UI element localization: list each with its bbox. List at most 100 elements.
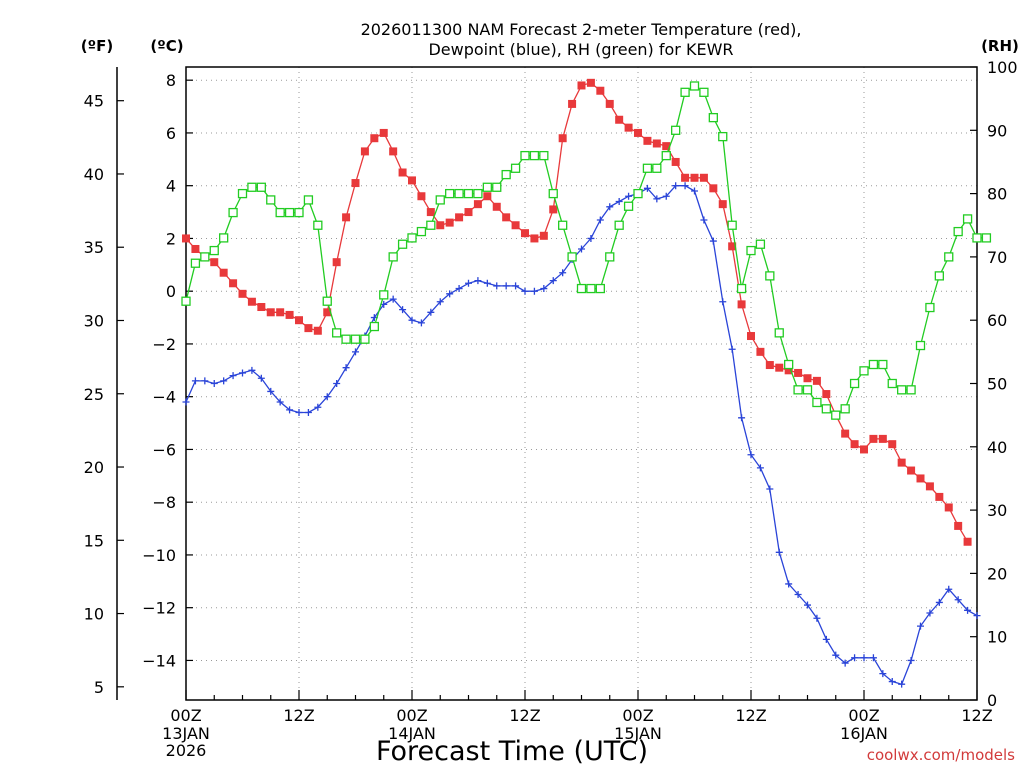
rh-point xyxy=(237,188,248,199)
temperature-point xyxy=(860,445,868,454)
rh-point xyxy=(718,131,728,142)
rh-point xyxy=(558,220,568,230)
temperature-point xyxy=(530,234,539,243)
temperature-point xyxy=(276,308,285,317)
dewpoint-point xyxy=(662,192,670,200)
rh-point xyxy=(332,328,342,338)
temperature-point xyxy=(473,200,482,209)
rh-point xyxy=(256,182,266,192)
dewpoint-point xyxy=(813,614,821,622)
rh-point xyxy=(859,366,869,376)
dewpoint-point xyxy=(700,216,708,224)
temperature-point xyxy=(671,157,680,166)
dewpoint-point xyxy=(643,184,651,192)
temperature-point xyxy=(605,99,614,108)
temperature-point xyxy=(558,134,567,143)
rh-point xyxy=(736,283,747,294)
dewpoint-point xyxy=(436,298,444,306)
dewpoint-point xyxy=(502,282,510,290)
fahrenheit-tick-label: 5 xyxy=(94,678,104,697)
rh-point xyxy=(473,188,483,199)
temperature-point xyxy=(210,258,219,267)
x-date-label: 16JAN xyxy=(840,724,888,743)
x-tick-label: 12Z xyxy=(961,706,992,725)
dewpoint-point xyxy=(295,409,303,417)
dewpoint-point xyxy=(681,182,689,190)
rh-point xyxy=(576,283,587,294)
rh-point xyxy=(652,163,662,173)
rh-point xyxy=(445,188,455,199)
temperature-point xyxy=(238,289,247,298)
rh-tick-label: 70 xyxy=(987,248,1007,267)
temperature-point xyxy=(295,316,303,325)
temperature-point xyxy=(925,482,934,491)
rh-point xyxy=(962,214,973,224)
temperature-point xyxy=(342,213,351,222)
rh-point xyxy=(463,188,474,199)
celsius-tick-label: 0 xyxy=(166,282,176,301)
celsius-tick-label: 4 xyxy=(166,177,176,196)
rh-point xyxy=(200,252,210,262)
rh-point xyxy=(623,201,634,211)
dewpoint-point xyxy=(239,369,246,377)
rh-point xyxy=(821,404,831,414)
temperature-point xyxy=(822,390,831,399)
dewpoint-point xyxy=(860,654,868,662)
dewpoint-point xyxy=(879,670,887,678)
dewpoint-point xyxy=(898,680,906,688)
rh-point xyxy=(746,245,756,256)
temperature-point xyxy=(690,173,699,182)
temperature-point xyxy=(624,123,633,132)
temperature-point xyxy=(229,279,238,288)
temperature-point xyxy=(351,179,360,188)
dewpoint-point xyxy=(926,609,934,617)
temperature-point xyxy=(747,332,755,341)
series-rh xyxy=(181,81,992,420)
temperature-point xyxy=(681,173,690,182)
temperature-point xyxy=(841,429,850,438)
rh-point xyxy=(539,150,549,161)
dewpoint-point xyxy=(191,377,199,385)
fahrenheit-tick-label: 10 xyxy=(84,605,104,624)
temperature-point xyxy=(888,440,897,449)
dewpoint-point xyxy=(596,216,604,224)
temperature-point xyxy=(502,213,511,222)
rh-point xyxy=(793,385,803,395)
dewpoint-point xyxy=(851,654,859,662)
rh-point xyxy=(247,182,257,192)
temperature-point xyxy=(408,176,416,185)
temperature-point xyxy=(332,258,341,267)
x-tick-label: 12Z xyxy=(283,706,314,725)
dewpoint-point xyxy=(578,245,585,253)
dewpoint-point xyxy=(352,348,359,356)
rh-point xyxy=(228,207,238,218)
temperature-point xyxy=(247,297,256,306)
temperature-point xyxy=(521,229,529,238)
dewpoint-point xyxy=(446,290,454,298)
rh-tick-label: 10 xyxy=(987,628,1007,647)
dewpoint-point xyxy=(888,678,896,686)
temperature-point xyxy=(737,300,746,309)
celsius-tick-label: −14 xyxy=(142,651,176,670)
rh-point xyxy=(520,150,530,161)
dewpoint-point xyxy=(474,277,482,285)
rh-point xyxy=(266,195,276,205)
rh-tick-label: 100 xyxy=(987,58,1018,77)
rh-point xyxy=(689,81,700,91)
rh-point xyxy=(906,385,916,395)
dewpoint-point xyxy=(728,345,736,353)
watermark: coolwx.com/models xyxy=(867,746,1015,764)
rh-point xyxy=(812,397,822,408)
temperature-point xyxy=(634,128,642,137)
dewpoint-point xyxy=(587,234,595,242)
temperature-point xyxy=(878,434,887,443)
dewpoint-point xyxy=(606,203,614,211)
fahrenheit-tick-label: 30 xyxy=(84,311,104,330)
rh-point xyxy=(482,182,492,192)
temperature-point xyxy=(916,474,925,483)
temperature-point xyxy=(963,537,972,546)
rh-point xyxy=(897,385,907,395)
dewpoint-point xyxy=(465,279,472,287)
fahrenheit-tick-label: 45 xyxy=(84,92,104,111)
celsius-tick-label: −6 xyxy=(152,440,176,459)
